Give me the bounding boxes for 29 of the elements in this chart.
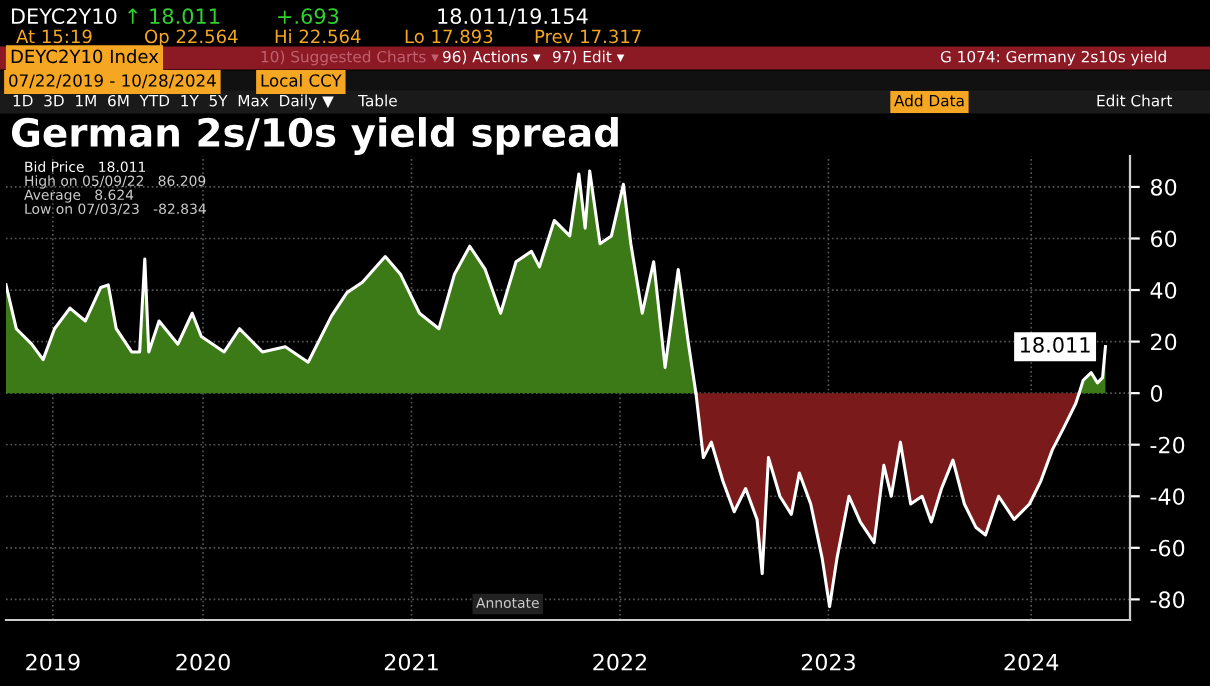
text: DEYC2Y10 Index [11, 49, 159, 64]
text: Lo 17.893 [405, 29, 493, 44]
text: At 15:19 [16, 29, 92, 44]
text: Hi 22.564 [275, 29, 361, 44]
x-tick-label: 2024 [1004, 653, 1059, 671]
y-tick-label: -60 [1150, 539, 1185, 557]
text: Local CCY [261, 73, 342, 87]
y-tick-label: 80 [1150, 178, 1177, 196]
y-tick-label: 40 [1150, 281, 1177, 299]
y-tick-label: -40 [1150, 488, 1185, 506]
annotation: 18.011 [1020, 337, 1090, 353]
text: 18.011/19.154 [438, 8, 588, 26]
y-tick-label: 60 [1151, 230, 1177, 248]
text: 07/22/2019 - 10/28/2024 [9, 74, 216, 89]
y-tick-label: 20 [1151, 333, 1177, 351]
text: ↑ 18.011 [128, 8, 220, 25]
x-tick-label: 2023 [801, 653, 855, 671]
text: +.693 [278, 8, 339, 25]
y-tick-label: -20 [1150, 436, 1185, 454]
y-tick-label: -80 [1150, 591, 1185, 609]
text: DEYC2Y10 [12, 8, 117, 25]
chart-title: German 2s/10s yield spread [11, 117, 618, 155]
text: Prev 17.317 [535, 29, 641, 44]
x-tick-label: 2022 [593, 653, 647, 671]
x-tick-label: 2021 [384, 653, 438, 671]
text: Op 22.564 [145, 29, 238, 47]
x-tick-label: 2020 [176, 653, 230, 671]
x-tick-label: 2019 [26, 653, 80, 671]
y-tick-label: 0 [1150, 385, 1163, 402]
